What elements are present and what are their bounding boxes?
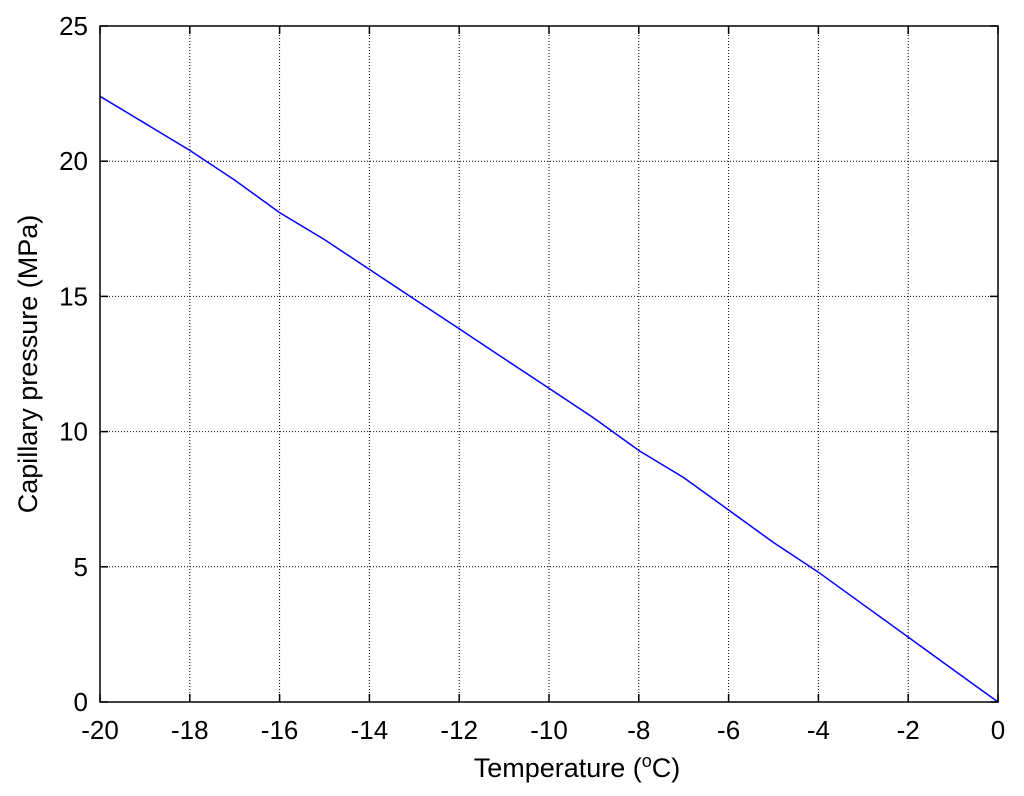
x-tick-label: -6 [717, 715, 740, 745]
x-tick-label: -12 [440, 715, 478, 745]
y-tick-label: 25 [59, 11, 88, 41]
x-tick-label: -20 [81, 715, 119, 745]
x-tick-label: -10 [530, 715, 568, 745]
y-tick-label: 10 [59, 417, 88, 447]
x-axis-title: Temperature (oC) [474, 751, 681, 783]
x-tick-label: -14 [351, 715, 389, 745]
y-tick-label: 20 [59, 146, 88, 176]
x-axis-title-unit: C) [652, 753, 681, 783]
y-tick-label: 15 [59, 281, 88, 311]
series-line [99, 95, 999, 703]
x-tick-label: -16 [261, 715, 299, 745]
y-tick-label: 0 [74, 687, 88, 717]
x-tick-label: 0 [991, 715, 1005, 745]
y-axis-title: Capillary pressure (MPa) [13, 215, 43, 514]
x-tick-label: -4 [807, 715, 830, 745]
y-tick-label: 5 [74, 552, 88, 582]
x-tick-label: -2 [897, 715, 920, 745]
x-tick-label: -18 [171, 715, 209, 745]
x-axis-title-superscript: o [642, 751, 652, 771]
x-tick-label: -8 [627, 715, 650, 745]
ticks [99, 25, 999, 703]
x-axis-title-main: Temperature ( [474, 753, 642, 783]
series-layer [99, 95, 999, 703]
